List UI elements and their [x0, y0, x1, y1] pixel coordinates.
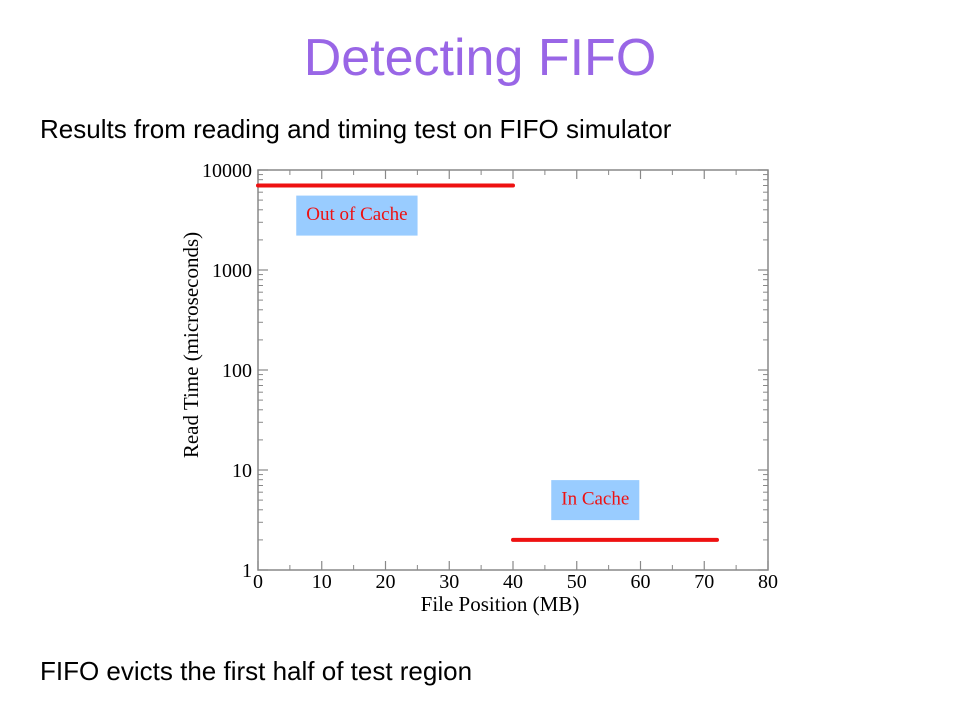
series-layer	[256, 183, 719, 542]
y-tick-label: 1	[242, 560, 252, 582]
y-tick-label: 100	[222, 360, 252, 382]
x-tick-label: 10	[312, 571, 332, 593]
x-tick-label: 70	[694, 571, 714, 593]
annotation-2: In Cache	[551, 480, 640, 521]
y-tick-label: 1000	[212, 260, 252, 282]
axis-ticks: 0 10 20 30 40 50 60 70 80 1 10 100 1000 10000	[202, 160, 778, 593]
x-tick-label: 60	[631, 571, 651, 593]
annotation-box	[296, 195, 418, 236]
slide-subtitle: Results from reading and timing test on …	[40, 114, 672, 144]
annotation-box	[551, 480, 640, 521]
x-tick-label: 0	[253, 571, 263, 593]
annotation-layer: Out of Cache In Cache	[296, 195, 640, 521]
annotation-1: Out of Cache	[296, 195, 418, 236]
y-tick-label: 10000	[202, 160, 252, 182]
x-tick-label: 80	[758, 571, 778, 593]
annotation-text: Out of Cache	[306, 204, 407, 225]
y-tick-label: 10	[232, 460, 252, 482]
slide-title: Detecting FIFO	[303, 29, 657, 87]
x-tick-label: 30	[439, 571, 459, 593]
annotation-text: In Cache	[561, 488, 629, 509]
x-tick-label: 40	[503, 571, 523, 593]
slide-footer: FIFO evicts the first half of test regio…	[40, 656, 473, 686]
x-tick-label: 20	[376, 571, 396, 593]
x-axis-label: File Position (MB)	[421, 592, 580, 616]
x-tick-label: 50	[567, 571, 587, 593]
y-axis-label: Read Time (microseconds)	[179, 232, 203, 458]
